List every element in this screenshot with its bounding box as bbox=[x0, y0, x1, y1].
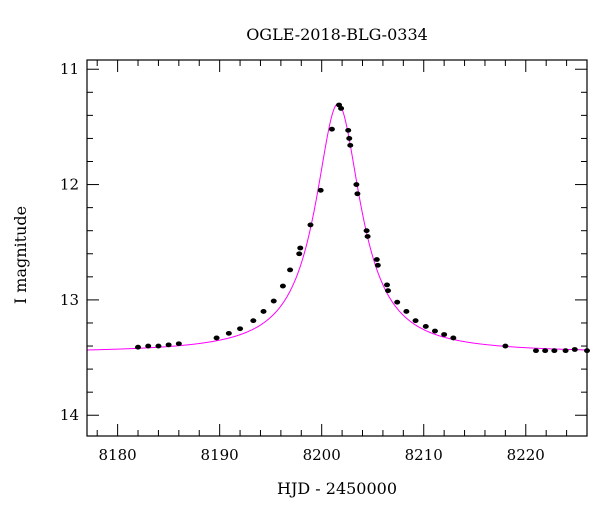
data-point bbox=[384, 282, 390, 288]
data-points-layer bbox=[135, 102, 590, 354]
x-tick-label: 8220 bbox=[507, 446, 545, 464]
y-tick-label: 11 bbox=[60, 60, 79, 78]
data-point bbox=[412, 318, 419, 324]
axis-ticks: 8180 8190 8200 8210 8220 11 12 13 14 bbox=[60, 60, 588, 464]
y-tick-label: 13 bbox=[60, 291, 79, 309]
data-point bbox=[551, 348, 558, 354]
data-point bbox=[431, 328, 438, 334]
data-point bbox=[165, 342, 172, 348]
data-point bbox=[296, 251, 303, 257]
data-point bbox=[345, 127, 352, 133]
data-point bbox=[562, 348, 569, 354]
y-tick-label: 12 bbox=[60, 176, 79, 194]
data-point bbox=[135, 344, 142, 350]
data-point bbox=[394, 299, 401, 305]
plot-frame bbox=[86, 59, 588, 437]
data-point bbox=[213, 335, 220, 341]
data-point bbox=[363, 228, 370, 234]
data-point bbox=[338, 106, 345, 111]
data-point bbox=[373, 257, 380, 262]
data-point bbox=[145, 343, 152, 349]
data-point bbox=[385, 288, 392, 294]
data-point bbox=[346, 136, 353, 141]
data-point bbox=[279, 283, 286, 289]
data-point bbox=[260, 309, 267, 314]
data-point bbox=[347, 142, 354, 148]
data-point bbox=[287, 267, 294, 273]
data-point bbox=[450, 335, 457, 341]
model-curve bbox=[86, 103, 588, 351]
data-point bbox=[354, 191, 361, 197]
x-tick-label: 8210 bbox=[405, 446, 443, 464]
data-point bbox=[422, 324, 429, 329]
data-point bbox=[364, 234, 371, 239]
data-point bbox=[374, 262, 381, 268]
data-point bbox=[307, 222, 314, 228]
data-point bbox=[155, 343, 162, 349]
y-tick-label: 14 bbox=[60, 406, 79, 424]
data-point bbox=[441, 332, 448, 337]
data-point bbox=[502, 343, 509, 349]
x-axis-title: HJD - 2450000 bbox=[277, 479, 397, 498]
data-point bbox=[250, 318, 257, 324]
chart-title: OGLE-2018-BLG-0334 bbox=[246, 25, 428, 44]
data-point bbox=[328, 126, 335, 132]
data-point bbox=[353, 182, 360, 187]
data-point bbox=[542, 348, 549, 354]
y-axis-title: I magnitude bbox=[11, 206, 30, 304]
data-point bbox=[270, 298, 277, 304]
data-point bbox=[317, 187, 324, 193]
data-point bbox=[571, 347, 578, 352]
data-point bbox=[297, 245, 304, 251]
data-point bbox=[237, 326, 244, 332]
data-point bbox=[225, 330, 232, 336]
x-tick-label: 8200 bbox=[303, 446, 341, 464]
data-point bbox=[403, 309, 410, 314]
data-point bbox=[532, 348, 539, 354]
x-tick-label: 8180 bbox=[99, 446, 137, 464]
data-point bbox=[175, 341, 182, 347]
x-tick-label: 8190 bbox=[201, 446, 239, 464]
model-curve-layer bbox=[86, 103, 588, 351]
